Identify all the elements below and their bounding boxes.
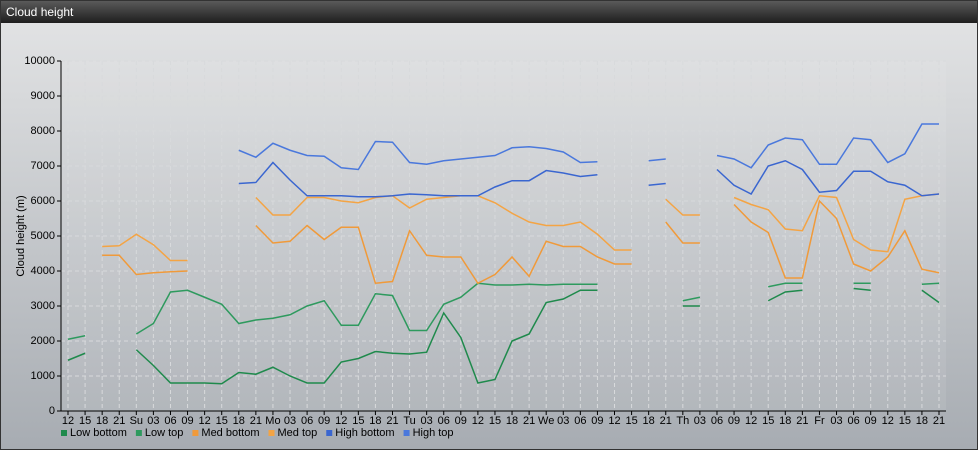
x-tick-label: 09 bbox=[865, 415, 877, 427]
x-tick-label: 06 bbox=[438, 415, 450, 427]
y-axis-label: Cloud height (m) bbox=[15, 195, 27, 276]
y-tick-label: 0 bbox=[49, 405, 55, 417]
x-tick-label: 09 bbox=[591, 415, 603, 427]
x-tick-label: 12 bbox=[608, 415, 620, 427]
x-tick-label: 21 bbox=[386, 415, 398, 427]
x-tick-label: 15 bbox=[762, 415, 774, 427]
x-tick-label: 12 bbox=[335, 415, 347, 427]
legend-marker bbox=[268, 430, 275, 436]
x-tick-label: 18 bbox=[369, 415, 381, 427]
x-tick-label: 03 bbox=[421, 415, 433, 427]
x-tick-label: 15 bbox=[79, 415, 91, 427]
x-tick-label: 18 bbox=[779, 415, 791, 427]
x-tick-label: 18 bbox=[643, 415, 655, 427]
series-line bbox=[238, 123, 939, 171]
x-tick-label: 15 bbox=[216, 415, 228, 427]
x-tick-label: 12 bbox=[745, 415, 757, 427]
x-tick-label: 15 bbox=[489, 415, 501, 427]
series-line bbox=[67, 282, 940, 340]
x-tick-label: 18 bbox=[96, 415, 108, 427]
legend-marker bbox=[192, 430, 199, 436]
panel-title: Cloud height bbox=[1, 1, 977, 23]
y-tick-label: 7000 bbox=[31, 160, 55, 172]
x-tick-label: 15 bbox=[352, 415, 364, 427]
legend-label: High top bbox=[413, 427, 454, 439]
x-tick-label: Tu bbox=[403, 415, 415, 427]
chart: Cloud height (m) 0 1000 2000 3000 4000 5000 60… bbox=[15, 55, 946, 439]
x-tick-label: 09 bbox=[181, 415, 193, 427]
x-tick-label: Mo bbox=[265, 415, 280, 427]
x-tick-label: 21 bbox=[933, 415, 945, 427]
x-tick-label: 06 bbox=[301, 415, 313, 427]
x-tick-label: 21 bbox=[660, 415, 672, 427]
legend-label: Med top bbox=[278, 427, 318, 439]
x-tick-label: 21 bbox=[796, 415, 808, 427]
legend-marker bbox=[61, 430, 67, 436]
series-line bbox=[102, 199, 940, 285]
series-line bbox=[238, 159, 940, 198]
x-tick-label: 03 bbox=[557, 415, 569, 427]
x-tick-label: 15 bbox=[625, 415, 637, 427]
x-tick-label: 18 bbox=[506, 415, 518, 427]
legend-label: Med bottom bbox=[201, 427, 259, 439]
x-tick-label: 03 bbox=[147, 415, 159, 427]
x-tick-label: 15 bbox=[899, 415, 911, 427]
y-tick-label: 2000 bbox=[31, 335, 55, 347]
x-tick-label: 06 bbox=[574, 415, 586, 427]
x-tick-label: 06 bbox=[711, 415, 723, 427]
y-tick-label: 9000 bbox=[31, 90, 55, 102]
x-tick-label: 09 bbox=[728, 415, 740, 427]
y-tick-label: 3000 bbox=[31, 300, 55, 312]
x-tick-label: 12 bbox=[472, 415, 484, 427]
x-tick-label: Fr bbox=[814, 415, 825, 427]
x-tick-label: 06 bbox=[847, 415, 859, 427]
x-tick-label: 12 bbox=[199, 415, 211, 427]
series-line bbox=[67, 287, 940, 385]
x-tick-label: Su bbox=[130, 415, 143, 427]
x-tick-label: 21 bbox=[113, 415, 125, 427]
x-tick-label: 12 bbox=[882, 415, 894, 427]
x-tick-label: 03 bbox=[830, 415, 842, 427]
x-tick-label: 21 bbox=[250, 415, 262, 427]
x-tick-label: 12 bbox=[62, 415, 74, 427]
x-tick-label: 06 bbox=[164, 415, 176, 427]
legend-marker bbox=[326, 430, 333, 436]
y-tick-label: 10000 bbox=[24, 55, 55, 67]
x-tick-label: Th bbox=[676, 415, 689, 427]
legend-marker bbox=[403, 430, 410, 436]
legend-marker bbox=[135, 430, 142, 436]
x-tick-label: We bbox=[538, 415, 554, 427]
y-tick-label: 4000 bbox=[31, 265, 55, 277]
y-tick-label: 8000 bbox=[31, 125, 55, 137]
legend-label: High bottom bbox=[335, 427, 394, 439]
y-tick-label: 5000 bbox=[31, 230, 55, 242]
x-tick-label: 21 bbox=[523, 415, 535, 427]
x-tick-label: 09 bbox=[318, 415, 330, 427]
y-tick-label: 1000 bbox=[31, 370, 55, 382]
legend-label: Low top bbox=[145, 427, 184, 439]
y-tick-label: 6000 bbox=[31, 195, 55, 207]
x-tick-label: 03 bbox=[284, 415, 296, 427]
series-line bbox=[102, 193, 940, 262]
x-tick-label: 18 bbox=[916, 415, 928, 427]
x-tick-label: 09 bbox=[455, 415, 467, 427]
x-tick-label: 03 bbox=[694, 415, 706, 427]
legend-label: Low bottom bbox=[70, 427, 127, 439]
x-tick-label: 18 bbox=[233, 415, 245, 427]
